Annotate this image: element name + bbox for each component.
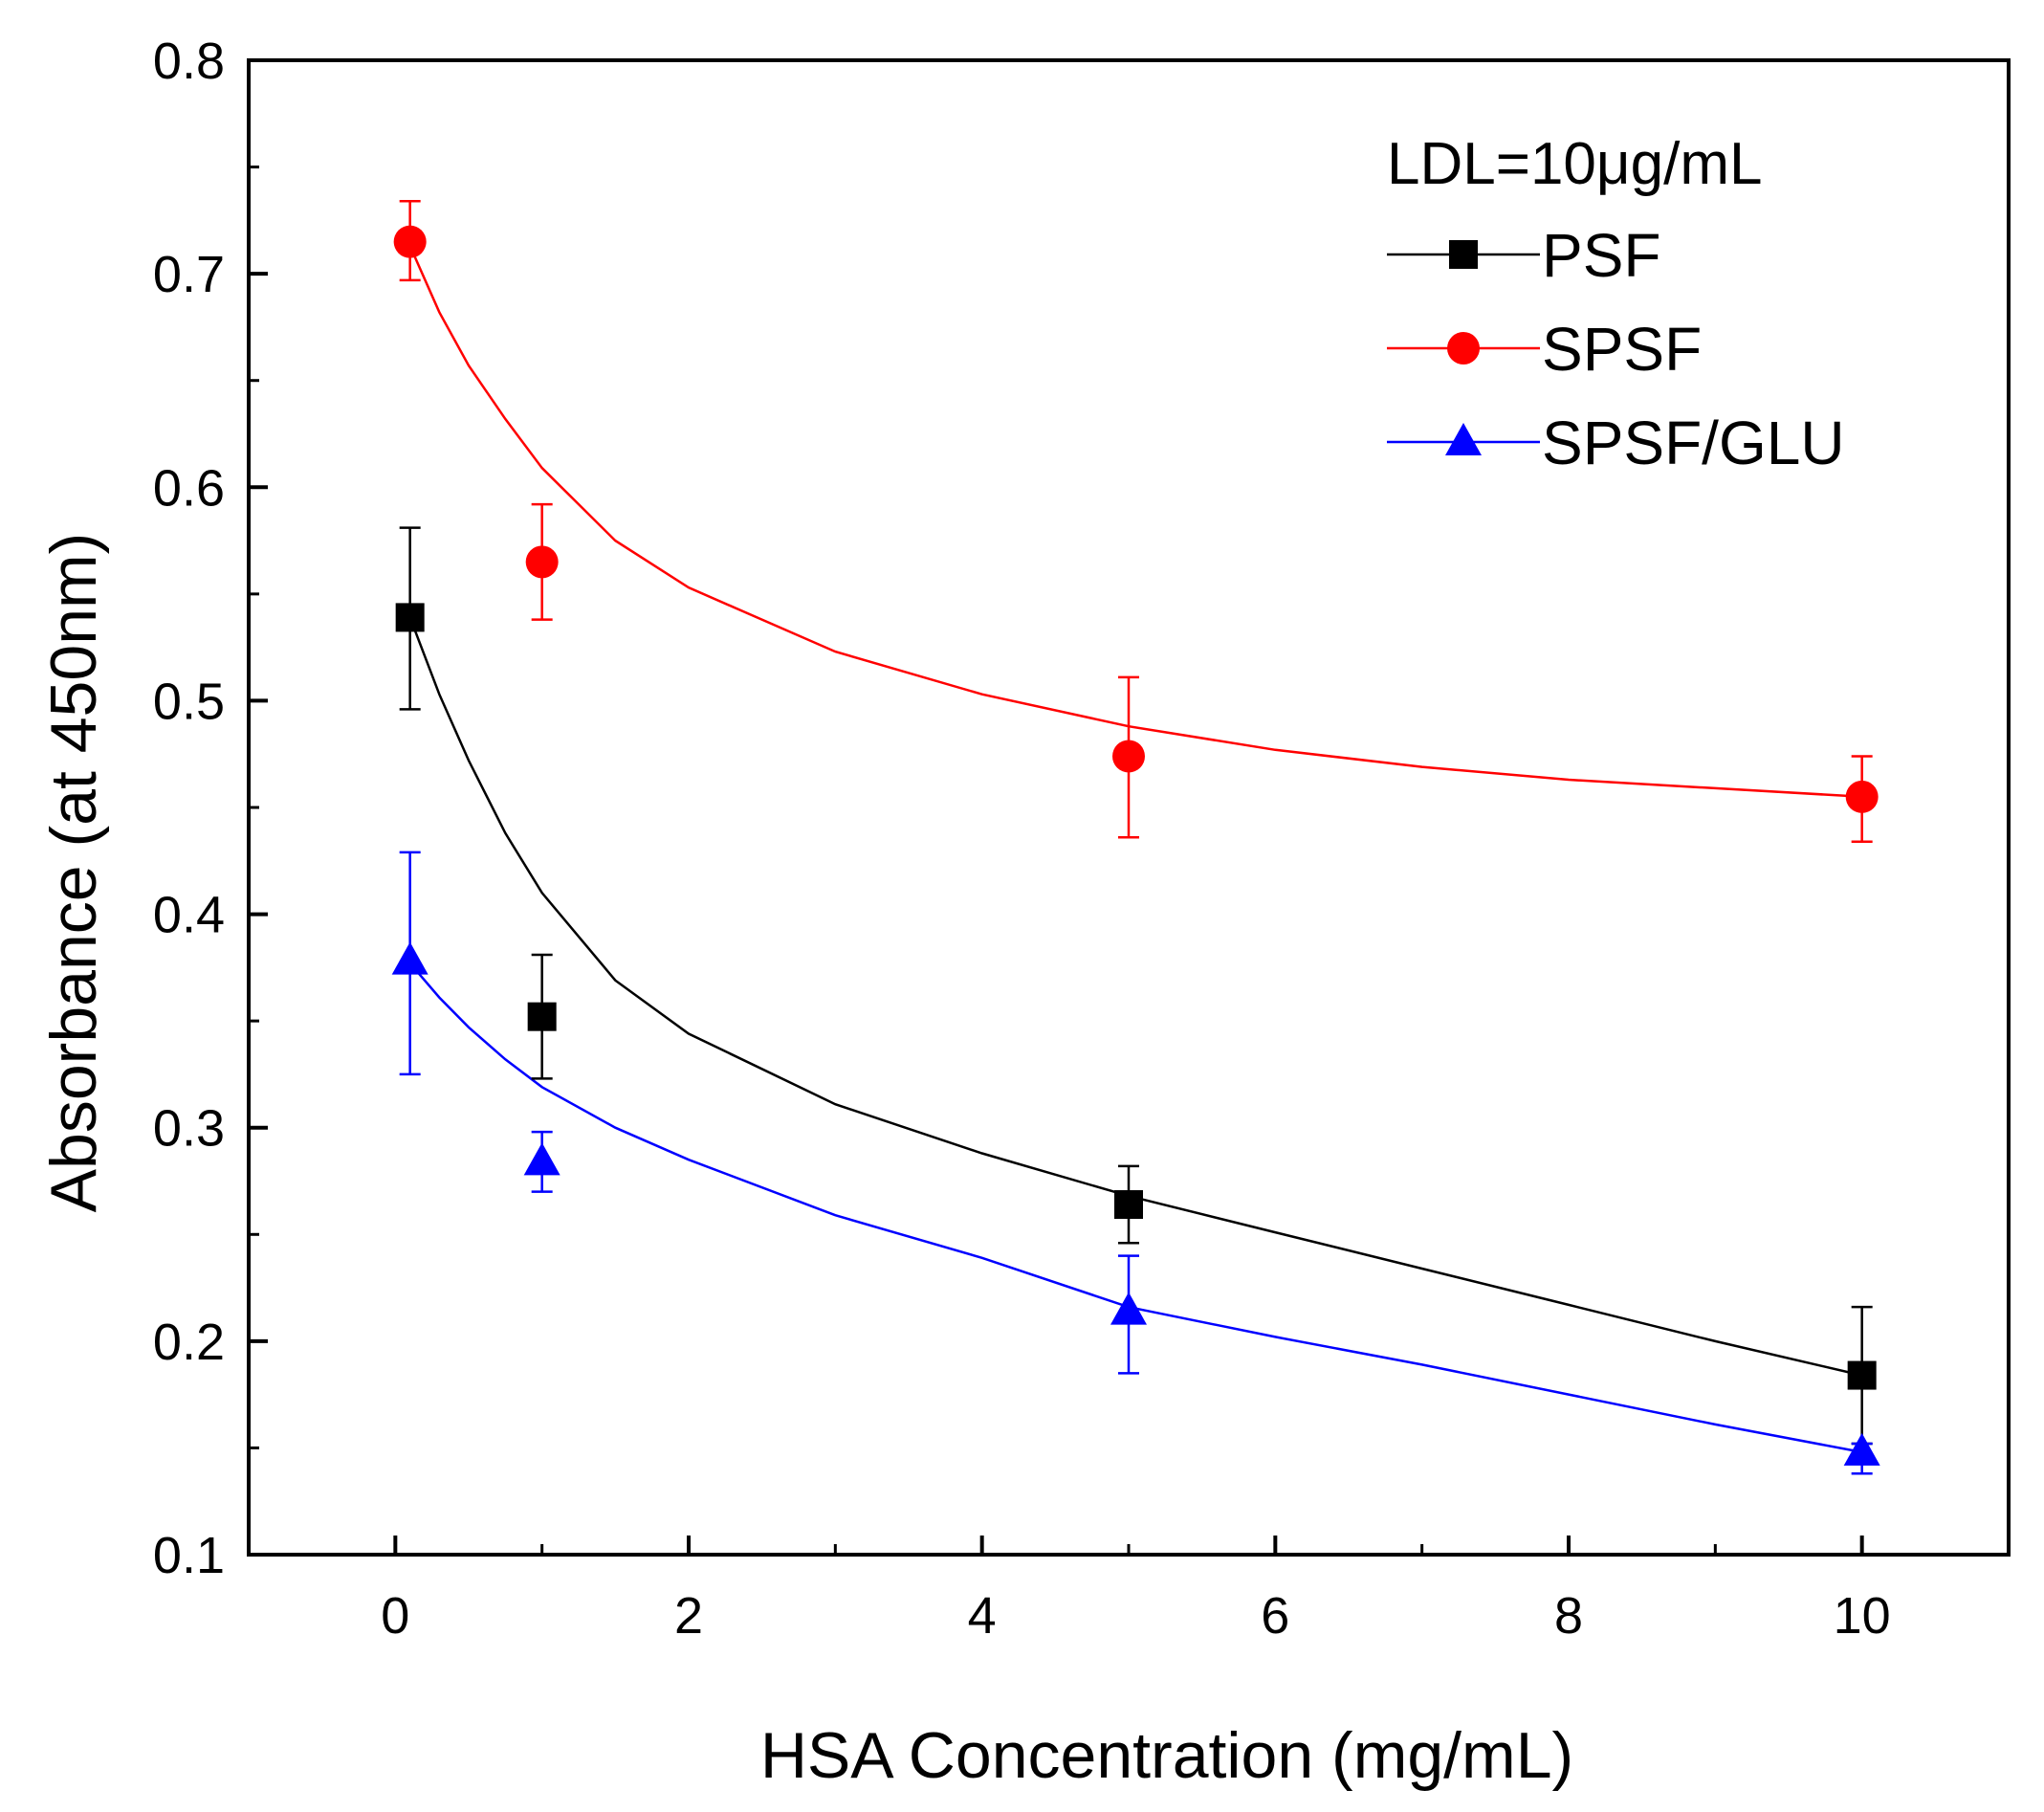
x-tick-label: 10 [1834, 1587, 1891, 1645]
legend-marker-spsf-glu [1445, 423, 1482, 455]
fit-curve-spsf-glu [408, 962, 1862, 1454]
y-axis: 0.1 0.2 0.3 0.4 0.5 0.6 0.7 0.8 [153, 33, 268, 1584]
legend-label-psf: PSF [1542, 221, 1660, 290]
data-point-spsf [525, 545, 559, 579]
data-point-psf [395, 603, 425, 632]
data-point-spsf [393, 225, 427, 258]
y-tick-label: 0.8 [153, 33, 225, 90]
data-point-psf [1847, 1360, 1877, 1390]
x-tick-label: 0 [381, 1587, 409, 1645]
data-point-spsf-glu [1110, 1292, 1147, 1325]
data-markers [391, 225, 1880, 1466]
x-tick-label: 8 [1554, 1587, 1583, 1645]
data-point-spsf-glu [1843, 1432, 1880, 1466]
fit-curve-psf [408, 616, 1862, 1377]
data-point-spsf [1845, 780, 1879, 813]
y-tick-label: 0.1 [153, 1527, 225, 1584]
legend-marker-psf [1449, 240, 1478, 269]
y-tick-label: 0.6 [153, 459, 225, 517]
data-point-psf [527, 1002, 557, 1031]
data-point-spsf-glu [523, 1142, 560, 1176]
legend-label-spsf-glu: SPSF/GLU [1542, 409, 1845, 477]
x-tick-label: 4 [968, 1587, 997, 1645]
y-tick-label: 0.2 [153, 1314, 225, 1371]
data-point-psf [1114, 1190, 1143, 1220]
data-point-spsf-glu [391, 941, 429, 975]
y-tick-label: 0.7 [153, 246, 225, 303]
y-tick-label: 0.5 [153, 673, 225, 730]
x-tick-label: 2 [674, 1587, 703, 1645]
x-axis: 0 2 4 6 8 10 [381, 1536, 1891, 1645]
x-tick-label: 6 [1261, 1587, 1289, 1645]
legend: LDL=10μg/mL PSF SPSF SPSF/GLU [1387, 131, 1845, 477]
fit-curves [408, 245, 1862, 1454]
legend-marker-spsf [1447, 332, 1480, 365]
legend-title: LDL=10μg/mL [1387, 131, 1762, 197]
legend-label-spsf: SPSF [1542, 315, 1702, 384]
fit-curve-spsf [408, 245, 1862, 799]
y-tick-label: 0.3 [153, 1100, 225, 1158]
data-point-spsf [1112, 740, 1145, 773]
x-axis-label: HSA Concentration (mg/mL) [760, 1719, 1573, 1792]
y-tick-label: 0.4 [153, 887, 225, 944]
y-axis-label: Absorbance (at 450nm) [37, 533, 110, 1213]
